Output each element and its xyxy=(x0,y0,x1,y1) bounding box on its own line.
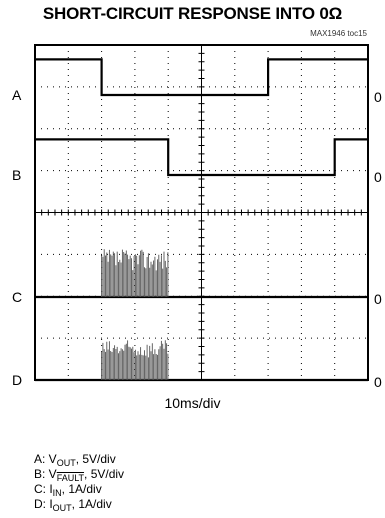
legend-item-d: D: IOUT, 1A/div xyxy=(34,497,112,513)
legend: A: VOUT, 5V/div B: VFAULT, 5V/div C: IIN… xyxy=(34,452,125,513)
zero-label-c: 0 xyxy=(374,291,382,307)
trace-d-burst xyxy=(101,340,169,380)
trace-b xyxy=(35,138,368,177)
channel-label-a: A xyxy=(12,87,22,103)
figure-tag: MAX1946 toc15 xyxy=(310,29,367,38)
channel-label-b: B xyxy=(12,167,22,183)
zero-label-a: 0 xyxy=(374,89,382,105)
channel-label-d: D xyxy=(12,372,23,388)
zero-label-b: 0 xyxy=(374,169,382,185)
x-axis-label: 10ms/div xyxy=(164,395,221,411)
channel-label-c: C xyxy=(12,289,23,305)
legend-item-b: B: VFAULT, 5V/div xyxy=(34,467,125,483)
scope-traces xyxy=(35,58,368,382)
legend-item-a: A: VOUT, 5V/div xyxy=(34,452,116,468)
zero-label-d: 0 xyxy=(374,374,382,390)
legend-item-c: C: IIN, 1A/div xyxy=(34,482,102,498)
chart-title: SHORT-CIRCUIT RESPONSE INTO 0Ω xyxy=(42,4,343,23)
trace-c-burst xyxy=(101,249,169,297)
trace-a xyxy=(35,58,368,97)
